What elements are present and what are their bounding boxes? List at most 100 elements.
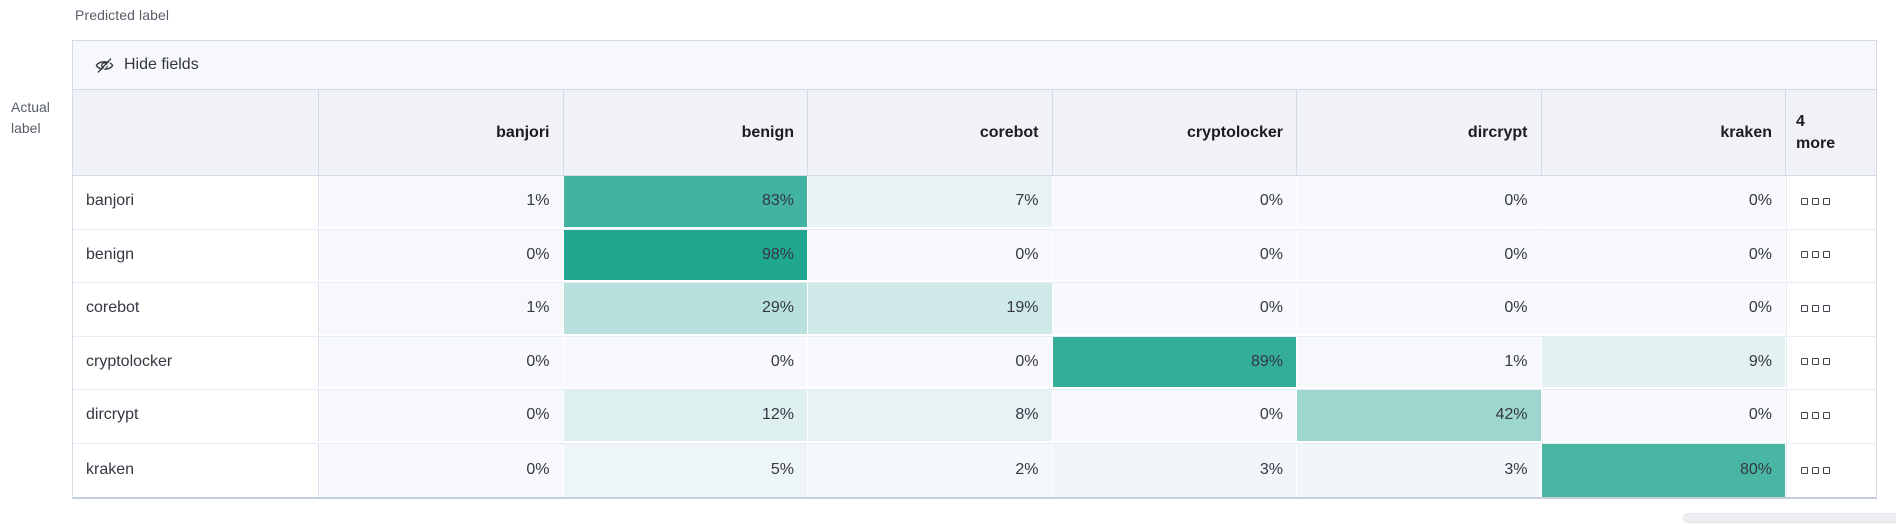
data-grid: Hide fields banjori benign corebot cryptolo… (72, 40, 1877, 499)
cell-corebot-benign: 29% (563, 283, 808, 336)
cell-benign-banjori: 0% (319, 229, 564, 282)
cell-cryptolocker-kraken: 9% (1541, 336, 1786, 389)
grid-controls-bar: Hide fields (73, 41, 1876, 90)
horizontal-scrollbar-thumb[interactable] (1683, 513, 1896, 523)
cell-dircrypt-benign: 12% (563, 390, 808, 443)
cell-banjori-corebot: 7% (808, 176, 1053, 229)
grid-header-row: banjori benign corebot cryptolocker dircrypt… (73, 90, 1876, 176)
three-squares-icon (1812, 411, 1819, 419)
table-row-corebot: corebot 1% 29% 19% 0% 0% 0% (73, 283, 1876, 337)
three-squares-icon (1812, 358, 1819, 366)
three-squares-icon (1801, 251, 1808, 259)
three-squares-icon (1823, 358, 1830, 366)
cell-kraken-banjori: 0% (319, 443, 564, 497)
table-row-cryptolocker: cryptolocker 0% 0% 0% 89% 1% 9% (73, 336, 1876, 390)
row-more-actions-corebot[interactable] (1786, 283, 1876, 336)
cell-dircrypt-cryptolocker: 0% (1052, 390, 1297, 443)
header-cell-benign[interactable]: benign (564, 90, 808, 175)
three-squares-icon (1801, 466, 1808, 474)
table-row-banjori: banjori 1% 83% 7% 0% 0% 0% (73, 176, 1876, 230)
actual-axis-label-line2: label (11, 120, 41, 136)
row-more-actions-banjori[interactable] (1786, 176, 1876, 229)
cell-benign-cryptolocker: 0% (1052, 229, 1297, 282)
cell-banjori-banjori: 1% (319, 176, 564, 229)
three-squares-icon (1801, 197, 1808, 205)
cell-cryptolocker-dircrypt: 1% (1297, 336, 1542, 389)
header-cell-more-columns[interactable]: 4 more (1786, 90, 1876, 175)
row-label-cryptolocker: cryptolocker (73, 336, 319, 389)
cell-corebot-dircrypt: 0% (1297, 283, 1542, 336)
row-more-actions-benign[interactable] (1786, 229, 1876, 282)
cell-cryptolocker-corebot: 0% (808, 336, 1053, 389)
cell-kraken-cryptolocker: 3% (1052, 443, 1297, 497)
three-squares-icon (1801, 304, 1808, 312)
header-cell-cryptolocker[interactable]: cryptolocker (1053, 90, 1297, 175)
header-cell-banjori[interactable]: banjori (319, 90, 564, 175)
eye-closed-icon (95, 56, 114, 75)
header-cell-dircrypt[interactable]: dircrypt (1297, 90, 1542, 175)
row-label-benign: benign (73, 229, 319, 282)
cell-dircrypt-corebot: 8% (808, 390, 1053, 443)
three-squares-icon (1823, 466, 1830, 474)
row-more-actions-dircrypt[interactable] (1786, 390, 1876, 443)
cell-cryptolocker-cryptolocker: 89% (1052, 336, 1297, 389)
header-cell-label: corebot (979, 123, 1039, 141)
row-label-corebot: corebot (73, 283, 319, 336)
cell-cryptolocker-benign: 0% (563, 336, 808, 389)
three-squares-icon (1801, 358, 1808, 366)
more-columns-label: 4 more (1796, 112, 1836, 152)
three-squares-icon (1823, 411, 1830, 419)
cell-cryptolocker-banjori: 0% (319, 336, 564, 389)
header-cell-corebot[interactable]: corebot (808, 90, 1053, 175)
hide-fields-button[interactable]: Hide fields (95, 56, 199, 75)
row-label-dircrypt: dircrypt (73, 390, 319, 443)
cell-corebot-kraken: 0% (1541, 283, 1786, 336)
three-squares-icon (1823, 197, 1830, 205)
cell-kraken-benign: 5% (563, 443, 808, 497)
table-row-kraken: kraken 0% 5% 2% 3% 3% 80% (73, 443, 1876, 497)
row-label-kraken: kraken (73, 443, 319, 497)
cell-banjori-benign: 83% (563, 176, 808, 229)
three-squares-icon (1801, 411, 1808, 419)
three-squares-icon (1823, 251, 1830, 259)
predicted-axis-label: Predicted label (75, 7, 170, 23)
cell-banjori-dircrypt: 0% (1297, 176, 1542, 229)
cell-kraken-corebot: 2% (808, 443, 1053, 497)
three-squares-icon (1812, 251, 1819, 259)
three-squares-icon (1823, 304, 1830, 312)
three-squares-icon (1812, 197, 1819, 205)
three-squares-icon (1812, 466, 1819, 474)
three-squares-icon (1812, 304, 1819, 312)
cell-corebot-corebot: 19% (808, 283, 1053, 336)
cell-benign-benign: 98% (563, 229, 808, 282)
row-more-actions-kraken[interactable] (1786, 443, 1876, 497)
cell-kraken-kraken: 80% (1541, 443, 1786, 497)
cell-kraken-dircrypt: 3% (1297, 443, 1542, 497)
header-cell-label: benign (741, 123, 794, 141)
table-row-dircrypt: dircrypt 0% 12% 8% 0% 42% 0% (73, 390, 1876, 444)
actual-axis-label: Actual label (11, 97, 67, 139)
row-label-banjori: banjori (73, 176, 319, 229)
table-row-benign: benign 0% 98% 0% 0% 0% 0% (73, 229, 1876, 283)
cell-benign-kraken: 0% (1541, 229, 1786, 282)
cell-benign-corebot: 0% (808, 229, 1053, 282)
header-cell-label: banjori (496, 123, 550, 141)
cell-benign-dircrypt: 0% (1297, 229, 1542, 282)
header-corner-cell (73, 90, 319, 175)
row-more-actions-cryptolocker[interactable] (1786, 336, 1876, 389)
header-cell-label: kraken (1720, 123, 1772, 141)
header-cell-label: cryptolocker (1186, 123, 1283, 141)
cell-dircrypt-dircrypt: 42% (1297, 390, 1542, 443)
cell-corebot-banjori: 1% (319, 283, 564, 336)
cell-banjori-kraken: 0% (1541, 176, 1786, 229)
header-cell-kraken[interactable]: kraken (1542, 90, 1786, 175)
actual-axis-label-line1: Actual (11, 99, 50, 115)
hide-fields-label: Hide fields (124, 56, 199, 73)
cell-dircrypt-kraken: 0% (1541, 390, 1786, 443)
cell-banjori-cryptolocker: 0% (1052, 176, 1297, 229)
cell-corebot-cryptolocker: 0% (1052, 283, 1297, 336)
cell-dircrypt-banjori: 0% (319, 390, 564, 443)
grid-body: banjori 1% 83% 7% 0% 0% 0% benign 0% 98% 0% 0% 0% 0% c… (73, 176, 1876, 497)
header-cell-label: dircrypt (1467, 123, 1528, 141)
